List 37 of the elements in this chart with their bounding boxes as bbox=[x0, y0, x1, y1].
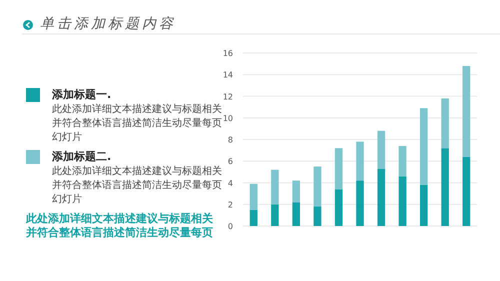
bar bbox=[356, 180, 364, 226]
y-tick-label: 10 bbox=[222, 114, 233, 123]
bar bbox=[462, 156, 470, 226]
y-tick-label: 14 bbox=[222, 70, 233, 80]
text: 此处添加详细文本描述建议与标题相关并符合整体语言描述简洁生动尽量每页幻灯片 bbox=[52, 103, 222, 145]
y-tick-label: 16 bbox=[222, 49, 233, 58]
bar bbox=[398, 146, 406, 176]
bar bbox=[314, 206, 322, 226]
bar bbox=[271, 204, 279, 226]
bar bbox=[356, 142, 364, 181]
y-tick-label: 4 bbox=[228, 178, 233, 188]
bar bbox=[334, 189, 343, 226]
y-tick-label: 8 bbox=[228, 136, 233, 144]
bar bbox=[441, 98, 449, 148]
legend-label: 添加标题一. bbox=[52, 87, 112, 102]
y-tick-label: 6 bbox=[228, 157, 233, 166]
bar bbox=[250, 184, 258, 210]
text: 此处添加详细文本描述建议与标题相关并符合整体语言描述简洁生动尽量每页幻灯片 bbox=[52, 165, 222, 207]
text: 此处添加详细文本描述建议与标题相关并符合整体语言描述简洁生动尽量每页 bbox=[26, 212, 214, 240]
bar bbox=[420, 108, 428, 185]
bar bbox=[377, 168, 386, 226]
y-tick-label: 12 bbox=[222, 92, 233, 102]
bar bbox=[420, 184, 428, 226]
bar bbox=[441, 148, 449, 226]
bar bbox=[271, 170, 279, 204]
bar bbox=[334, 148, 343, 190]
bar bbox=[398, 176, 406, 226]
y-tick-label: 2 bbox=[228, 200, 233, 210]
text: 单击添加标题内容 bbox=[40, 15, 176, 33]
bar bbox=[314, 166, 322, 207]
bar bbox=[462, 66, 470, 157]
bar bbox=[377, 130, 386, 169]
bar bbox=[292, 180, 300, 202]
legend-label: 添加标题二. bbox=[52, 149, 112, 164]
y-tick-label: 0 bbox=[228, 222, 233, 231]
bar bbox=[292, 202, 300, 226]
bar bbox=[250, 210, 258, 226]
